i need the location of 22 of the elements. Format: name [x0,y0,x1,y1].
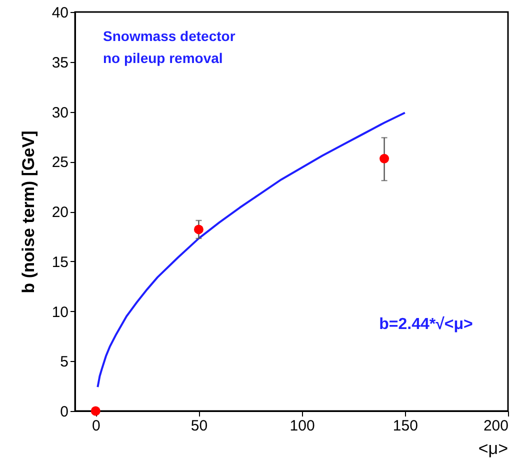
x-tick-label: 0 [92,418,100,434]
y-axis-title: b (noise term) [GeV] [18,130,38,294]
y-tick-label: 15 [52,254,68,271]
y-tick-label: 40 [52,4,68,22]
point [194,224,204,234]
x-axis-title: <μ> [478,439,508,458]
annotation: b=2.44*√<μ> [379,316,473,333]
x-tick-label: 200 [483,418,508,434]
y-tick-label: 5 [60,354,68,371]
x-tick-label: 100 [290,418,315,434]
y-tick-label: 25 [52,154,68,172]
x-tick-label: 150 [392,418,418,434]
point [380,154,390,164]
y-tick-label: 0 [60,404,68,420]
point [90,406,100,416]
x-tick-label: 50 [190,418,208,434]
annotation: Snowmass detector [103,28,236,44]
annotation: no pileup removal [103,50,223,66]
y-tick-label: 10 [52,304,68,321]
y-tick-label: 20 [52,204,68,221]
y-tick-label: 30 [52,104,68,122]
y-tick-label: 35 [52,54,68,72]
